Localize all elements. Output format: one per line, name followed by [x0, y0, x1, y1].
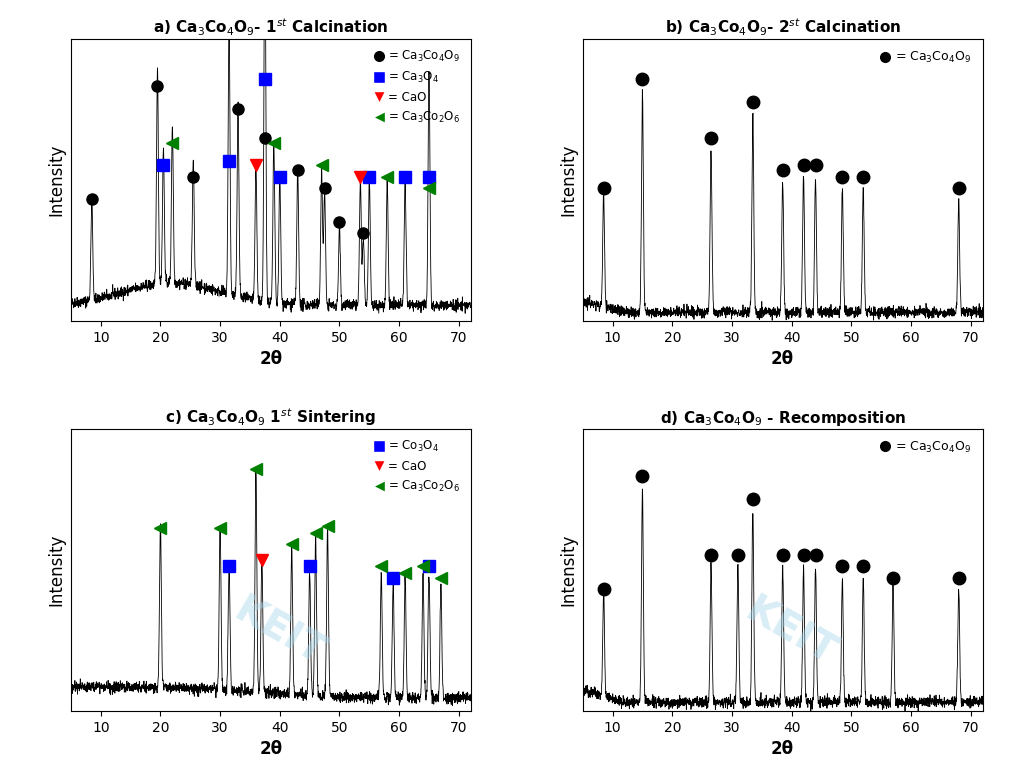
X-axis label: 2θ: 2θ — [259, 741, 283, 758]
Title: b) Ca$_3$Co$_4$O$_9$- 2$^{st}$ Calcination: b) Ca$_3$Co$_4$O$_9$- 2$^{st}$ Calcinati… — [665, 16, 901, 38]
Legend: = Ca$_3$Co$_4$O$_9$: = Ca$_3$Co$_4$O$_9$ — [874, 45, 977, 70]
Y-axis label: Intensity: Intensity — [559, 144, 577, 216]
X-axis label: 2θ: 2θ — [771, 350, 794, 369]
Legend: = Ca$_3$Co$_4$O$_9$, = Ca$_3$O$_4$, = CaO, = Ca$_3$Co$_2$O$_6$: = Ca$_3$Co$_4$O$_9$, = Ca$_3$O$_4$, = Ca… — [368, 45, 465, 130]
X-axis label: 2θ: 2θ — [259, 350, 283, 369]
Y-axis label: Intensity: Intensity — [48, 144, 66, 216]
Y-axis label: Intensity: Intensity — [559, 533, 577, 606]
Title: a) Ca$_3$Co$_4$O$_9$- 1$^{st}$ Calcination: a) Ca$_3$Co$_4$O$_9$- 1$^{st}$ Calcinati… — [153, 16, 389, 38]
Y-axis label: Intensity: Intensity — [48, 533, 66, 606]
Legend: = Ca$_3$Co$_4$O$_9$: = Ca$_3$Co$_4$O$_9$ — [874, 435, 977, 460]
Legend: = Co$_3$O$_4$, = CaO, = Ca$_3$Co$_2$O$_6$: = Co$_3$O$_4$, = CaO, = Ca$_3$Co$_2$O$_6… — [368, 434, 465, 499]
Text: KEIT: KEIT — [227, 591, 330, 673]
X-axis label: 2θ: 2θ — [771, 741, 794, 758]
Title: c) Ca$_3$Co$_4$O$_9$ 1$^{st}$ Sintering: c) Ca$_3$Co$_4$O$_9$ 1$^{st}$ Sintering — [165, 407, 377, 428]
Title: d) Ca$_3$Co$_4$O$_9$ - Recomposition: d) Ca$_3$Co$_4$O$_9$ - Recomposition — [659, 409, 906, 428]
Text: KEIT: KEIT — [738, 591, 843, 673]
